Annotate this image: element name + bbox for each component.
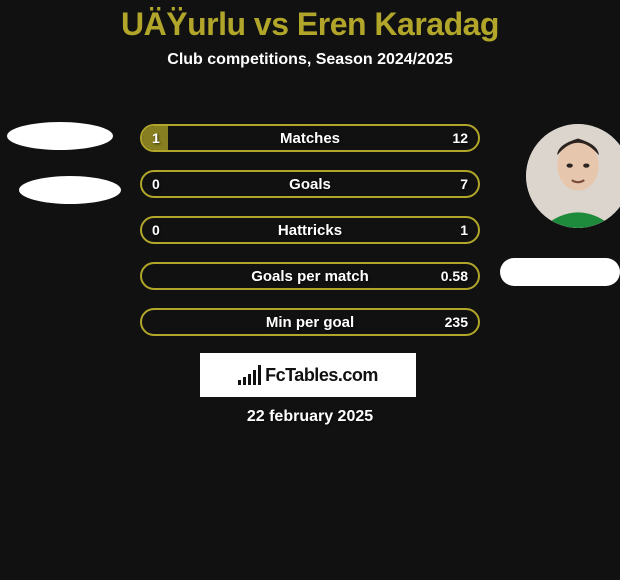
stat-label: Matches xyxy=(142,126,478,150)
page-subtitle: Club competitions, Season 2024/2025 xyxy=(0,51,620,69)
logo-bar xyxy=(258,365,261,385)
player-left-shape-2 xyxy=(19,176,121,204)
stat-label: Goals per match xyxy=(142,264,478,288)
player-right-shape xyxy=(500,258,620,286)
stat-row: 0Hattricks1 xyxy=(140,216,480,244)
stat-label: Goals xyxy=(142,172,478,196)
fctables-logo: FcTables.com xyxy=(200,353,416,397)
logo-bars-icon xyxy=(238,365,261,385)
logo-bar xyxy=(238,380,241,385)
stat-right-value: 0.58 xyxy=(441,264,468,288)
stat-right-value: 235 xyxy=(445,310,468,334)
logo-text: FcTables.com xyxy=(265,365,378,386)
player-left-shape-1 xyxy=(7,122,113,150)
stat-row: Min per goal235 xyxy=(140,308,480,336)
logo-bar xyxy=(253,370,256,385)
stat-right-value: 1 xyxy=(460,218,468,242)
avatar-placeholder-icon xyxy=(526,124,620,228)
stat-row: Goals per match0.58 xyxy=(140,262,480,290)
stats-container: 1Matches120Goals70Hattricks1Goals per ma… xyxy=(140,124,480,354)
comparison-card: UÄŸurlu vs Eren Karadag Club competition… xyxy=(0,0,620,580)
comparison-date: 22 february 2025 xyxy=(0,408,620,426)
logo-bar xyxy=(243,377,246,385)
stat-row: 1Matches12 xyxy=(140,124,480,152)
stat-label: Hattricks xyxy=(142,218,478,242)
player-right-avatar xyxy=(526,124,620,228)
stat-label: Min per goal xyxy=(142,310,478,334)
stat-right-value: 12 xyxy=(452,126,468,150)
stat-right-value: 7 xyxy=(460,172,468,196)
stat-row: 0Goals7 xyxy=(140,170,480,198)
logo-bar xyxy=(248,374,251,385)
page-title: UÄŸurlu vs Eren Karadag xyxy=(0,0,620,43)
